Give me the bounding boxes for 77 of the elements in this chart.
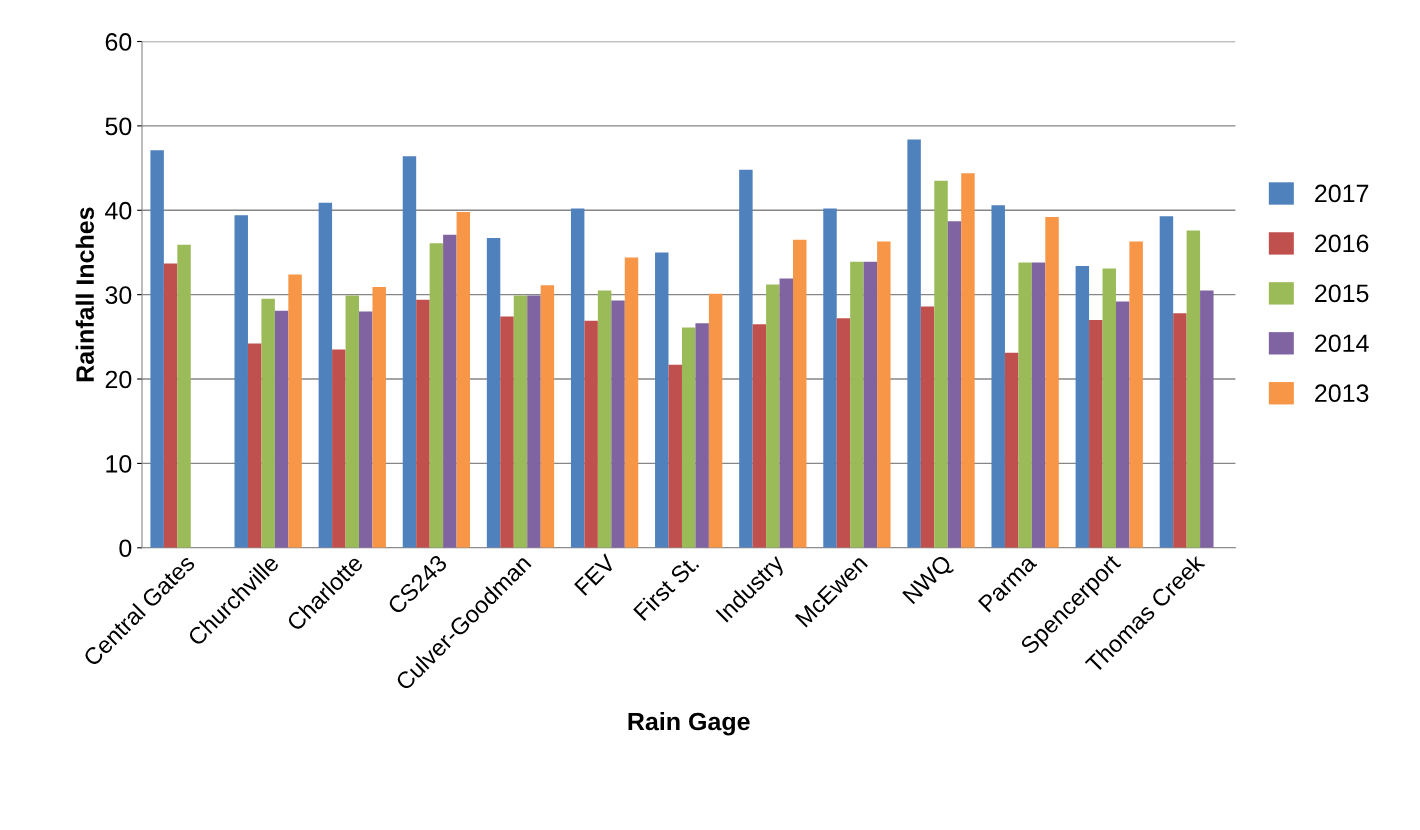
bar bbox=[1115, 301, 1130, 548]
bar bbox=[332, 349, 346, 548]
bar bbox=[1129, 241, 1143, 548]
bar bbox=[163, 263, 178, 548]
bar bbox=[150, 150, 164, 548]
bar bbox=[1159, 216, 1174, 548]
y-axis-title: Rainfall Inches bbox=[75, 207, 94, 382]
bar bbox=[456, 211, 471, 548]
y-tick-label: 30 bbox=[105, 286, 132, 304]
bar bbox=[318, 202, 333, 548]
bar bbox=[570, 208, 585, 548]
bar bbox=[961, 173, 975, 548]
bar bbox=[934, 180, 948, 548]
bar bbox=[597, 290, 612, 548]
bar bbox=[823, 208, 837, 548]
y-tick-label: 60 bbox=[105, 33, 132, 51]
bar bbox=[739, 169, 753, 548]
bar bbox=[288, 274, 302, 548]
y-tick-label: 50 bbox=[105, 117, 132, 136]
y-tick-label: 20 bbox=[105, 370, 132, 389]
y-tick-label: 0 bbox=[119, 539, 132, 558]
bar bbox=[540, 285, 555, 548]
bar bbox=[513, 295, 528, 548]
bar bbox=[261, 298, 275, 548]
bar bbox=[345, 295, 359, 548]
legend-label: 2013 bbox=[1315, 384, 1369, 403]
bar bbox=[1045, 217, 1059, 548]
bar bbox=[863, 261, 878, 548]
bar bbox=[486, 238, 501, 548]
bar bbox=[920, 306, 935, 548]
bar bbox=[1018, 262, 1032, 548]
legend-label: 2015 bbox=[1315, 284, 1369, 303]
bar bbox=[1075, 265, 1090, 548]
bar bbox=[1089, 319, 1103, 548]
bar bbox=[1102, 268, 1116, 548]
y-tick-label: 10 bbox=[106, 455, 132, 473]
bar bbox=[655, 252, 669, 548]
x-axis-title: Rain Gage bbox=[628, 712, 750, 736]
bar bbox=[234, 215, 248, 548]
bar bbox=[1200, 290, 1214, 548]
bar bbox=[527, 295, 541, 548]
bar bbox=[779, 278, 793, 548]
bar bbox=[668, 364, 682, 548]
bar bbox=[1186, 230, 1201, 548]
bar bbox=[443, 234, 457, 548]
bar bbox=[850, 261, 864, 548]
bar bbox=[681, 327, 696, 548]
legend-label: 2016 bbox=[1315, 234, 1369, 253]
bar bbox=[274, 310, 289, 548]
bar bbox=[611, 300, 625, 548]
bar bbox=[792, 239, 807, 548]
bar bbox=[1031, 262, 1046, 548]
bar bbox=[708, 293, 723, 548]
bar bbox=[766, 284, 780, 548]
x-tick-label: First St. bbox=[632, 554, 700, 622]
bar bbox=[877, 241, 891, 548]
bar bbox=[500, 316, 514, 548]
bar bbox=[416, 299, 430, 548]
bar bbox=[991, 205, 1005, 548]
bar bbox=[584, 320, 598, 548]
legend-label: 2017 bbox=[1315, 184, 1369, 203]
bar bbox=[247, 343, 262, 548]
bar bbox=[429, 243, 444, 548]
bar bbox=[177, 244, 191, 548]
bar bbox=[947, 221, 962, 548]
y-tick-label: 40 bbox=[105, 201, 132, 220]
bar bbox=[624, 257, 639, 548]
bar bbox=[359, 311, 373, 548]
bar bbox=[695, 323, 709, 548]
bar bbox=[1004, 352, 1019, 548]
bar bbox=[907, 139, 921, 548]
bar bbox=[836, 318, 851, 548]
bar bbox=[752, 324, 767, 548]
legend-label: 2014 bbox=[1315, 334, 1369, 353]
bar bbox=[372, 287, 386, 548]
bar bbox=[402, 156, 417, 548]
bar bbox=[1173, 313, 1187, 548]
